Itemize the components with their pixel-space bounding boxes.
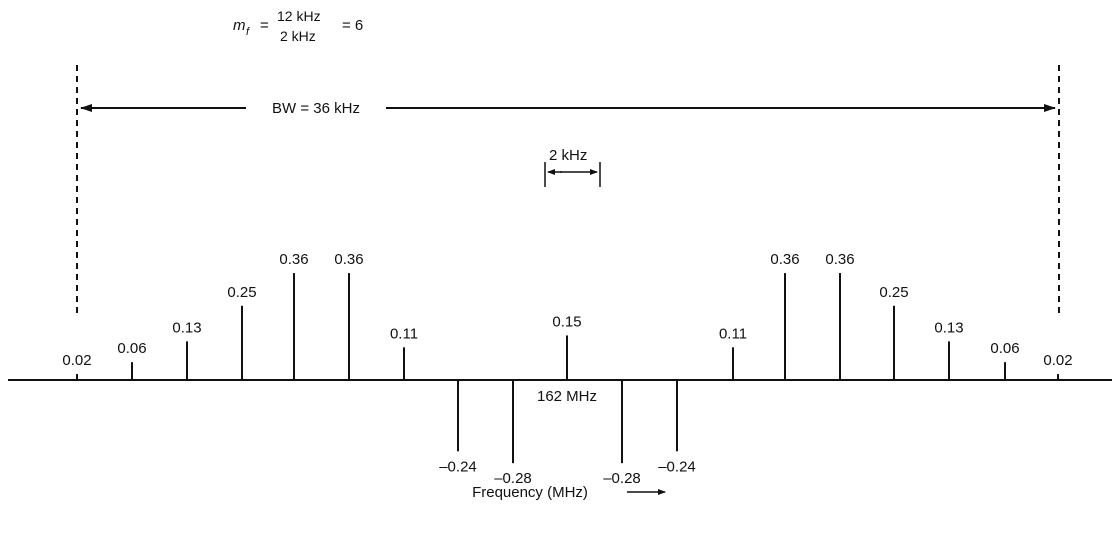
spectral-line-label: 0.06	[117, 340, 146, 357]
formula-equals: =	[260, 17, 269, 34]
spectral-line-label: 0.13	[934, 319, 963, 336]
spectral-lines: 0.02 0.06 0.13 0.25 0.36 0.36 0.11 –0.24 –0.28 0.…	[62, 251, 1072, 487]
spectral-line-label: 0.06	[990, 340, 1019, 357]
spectral-line-label: 0.13	[172, 319, 201, 336]
spectral-line-label: 0.36	[770, 251, 799, 268]
spectral-line-label: 0.36	[825, 251, 854, 268]
spectral-line-label: –0.28	[603, 470, 641, 487]
formula-denominator: 2 kHz	[280, 28, 316, 44]
spectral-line-label: –0.24	[658, 458, 696, 475]
formula-lhs-subscript: f	[246, 26, 250, 38]
spectral-line-label: –0.28	[494, 470, 532, 487]
spectral-line-label: 0.02	[1043, 352, 1072, 369]
bandwidth-label: BW = 36 kHz	[272, 100, 360, 117]
spacing-label: 2 kHz	[549, 147, 587, 164]
spectral-line-label: 0.15	[552, 313, 581, 330]
spectral-line-label: 0.11	[390, 325, 418, 342]
modulation-index-formula: m f = 12 kHz 2 kHz = 6	[233, 8, 363, 44]
spectral-line-label: 0.36	[334, 251, 363, 268]
spectral-line-label: 0.25	[879, 284, 908, 301]
spectral-line-label: 0.25	[227, 284, 256, 301]
spectral-line-label: –0.24	[439, 458, 477, 475]
formula-result: = 6	[342, 17, 363, 34]
frequency-axis-label: Frequency (MHz)	[472, 484, 588, 501]
formula-lhs: m	[233, 17, 246, 34]
spectral-line-label: 0.02	[62, 352, 91, 369]
spectral-line-label: 0.36	[279, 251, 308, 268]
formula-numerator: 12 kHz	[277, 8, 321, 24]
carrier-frequency-label: 162 MHz	[537, 388, 597, 405]
spectral-line-label: 0.11	[719, 325, 747, 342]
spacing-indicator: 2 kHz	[544, 147, 601, 187]
